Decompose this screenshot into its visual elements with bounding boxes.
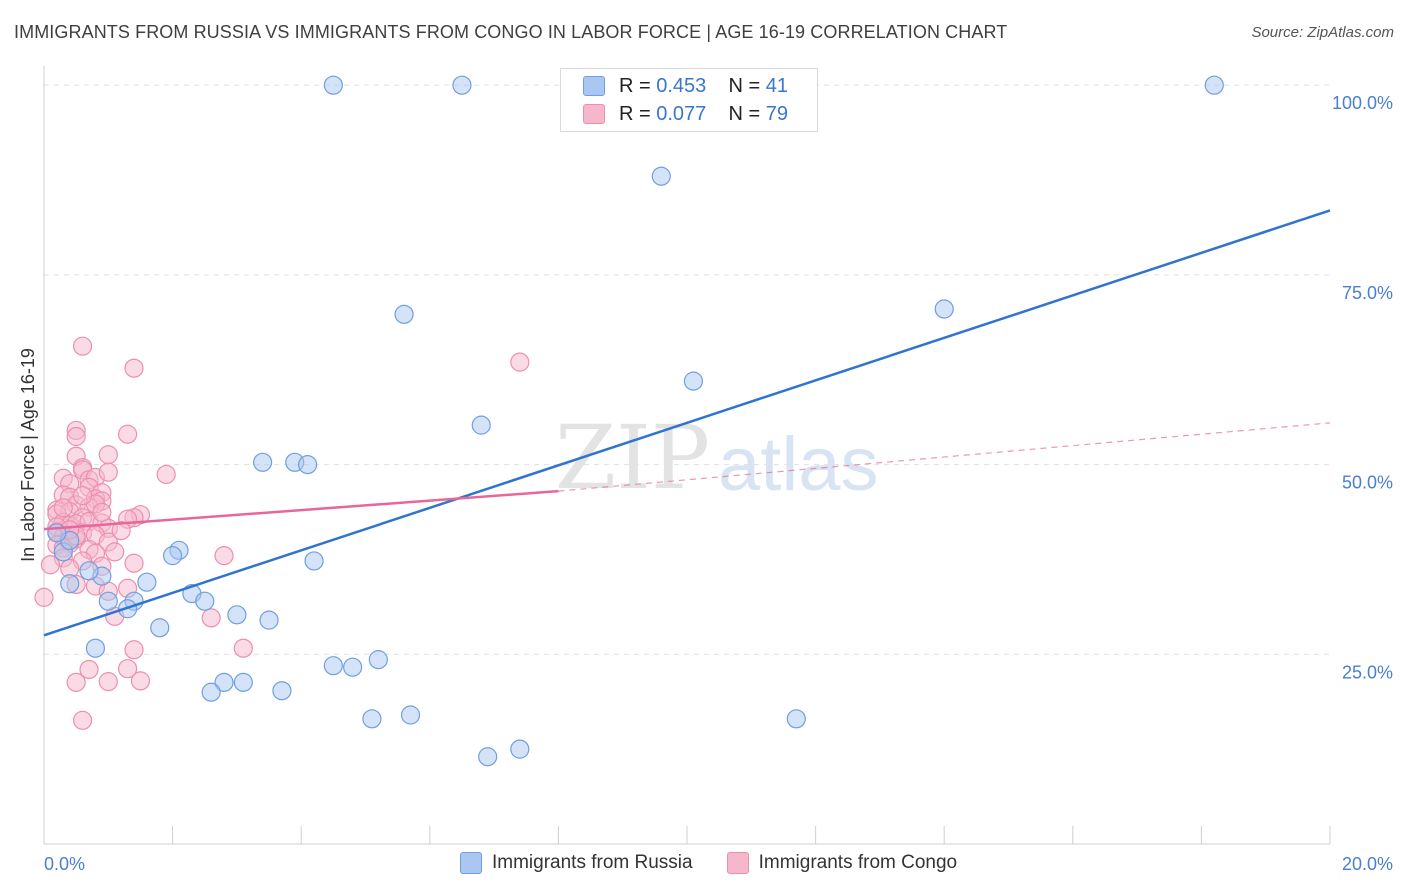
congo-point [72, 336, 93, 356]
congo-point [66, 672, 86, 692]
congo-point [98, 445, 118, 465]
legend-swatch-russia [583, 76, 605, 96]
legend-r-label: R = [619, 102, 657, 125]
congo-point [130, 671, 151, 691]
legend-r-label: R = [619, 74, 657, 97]
congo-trend-extension [558, 422, 1331, 492]
x-tick-labels: 0.0% 20.0% [44, 854, 1393, 874]
source-label: Source: ZipAtlas.com [1251, 24, 1394, 41]
congo-point [111, 521, 131, 541]
russia-point [400, 705, 421, 725]
congo-point [34, 587, 54, 607]
russia-point [272, 681, 292, 701]
congo-point [117, 424, 138, 444]
russia-point [201, 682, 221, 702]
congo-point [98, 462, 118, 482]
russia-point [304, 551, 324, 571]
congo-point [124, 640, 144, 660]
y-axis-label: In Labor Force | Age 16-19 [18, 348, 38, 562]
congo-point [214, 546, 234, 566]
russia-point [150, 618, 170, 638]
bottom-legend-label-russia: Immigrants from Russia [492, 852, 693, 873]
y-tick-label: 50.0% [1342, 473, 1393, 493]
russia-trend-line [43, 209, 1331, 637]
watermark: ZIP atlas [555, 406, 879, 509]
congo-point [92, 502, 112, 522]
legend-n-label: N = [728, 102, 766, 125]
congo-point [117, 659, 138, 679]
bottom-legend-label-congo: Immigrants from Congo [758, 852, 958, 873]
y-tick-labels: 25.0% 50.0% 75.0% 100.0% [1332, 93, 1393, 682]
congo-point [72, 710, 93, 730]
congo-point [79, 659, 99, 680]
russia-point [510, 739, 530, 759]
congo-trend-line [43, 489, 559, 531]
legend-r-value-congo: 0.077 [656, 102, 707, 125]
congo-point [156, 464, 176, 485]
congo-point [53, 498, 73, 518]
bottom-legend-swatch-russia [460, 852, 482, 874]
series-congo-points [34, 336, 530, 730]
russia-point [60, 574, 80, 594]
y-tick-label: 25.0% [1342, 662, 1393, 682]
russia-point [683, 371, 704, 391]
russia-point [452, 75, 472, 95]
chart-title: IMMIGRANTS FROM RUSSIA VS IMMIGRANTS FRO… [14, 22, 1008, 42]
russia-point [323, 75, 343, 95]
y-tick-label: 75.0% [1342, 283, 1393, 303]
russia-point [786, 709, 806, 729]
russia-point [368, 650, 388, 670]
russia-point [253, 452, 273, 472]
russia-point [233, 672, 253, 692]
legend-n-value-russia: 41 [765, 74, 789, 97]
russia-point [137, 572, 157, 592]
russia-point [343, 657, 363, 677]
russia-point [1204, 75, 1224, 95]
congo-point [510, 352, 530, 372]
russia-point [98, 591, 118, 611]
russia-point [394, 304, 414, 324]
bottom-legend: Immigrants from Russia Immigrants from C… [460, 852, 957, 874]
russia-point [227, 605, 247, 625]
legend-n-label: N = [728, 74, 766, 97]
congo-point [201, 608, 221, 628]
congo-point [233, 638, 253, 658]
congo-point [40, 555, 61, 575]
x-tick-label-min: 0.0% [44, 854, 85, 874]
russia-point [79, 561, 99, 581]
russia-point [478, 747, 498, 767]
russia-point [323, 656, 343, 676]
legend-n-value-congo: 79 [765, 102, 789, 125]
russia-point [85, 638, 106, 658]
axes [43, 66, 1331, 845]
legend: R = 0.453 N = 41 R = 0.077 N = 79 [560, 68, 818, 132]
watermark-atlas: atlas [718, 422, 879, 507]
russia-point [651, 166, 671, 186]
congo-point [98, 672, 118, 692]
congo-point [124, 553, 144, 573]
russia-point [259, 610, 279, 630]
russia-point [471, 415, 491, 435]
congo-point [105, 542, 125, 562]
russia-point [163, 546, 183, 566]
congo-point [66, 426, 86, 447]
trend-lines [43, 209, 1331, 637]
russia-point [214, 672, 234, 692]
congo-point [72, 486, 93, 506]
y-tick-label: 100.0% [1332, 93, 1393, 113]
congo-point [124, 358, 144, 378]
x-tick-label-max: 20.0% [1342, 854, 1393, 874]
bottom-legend-swatch-congo [726, 852, 749, 874]
russia-point [195, 591, 215, 611]
grid-lines [44, 84, 1330, 655]
legend-swatch-congo [583, 104, 605, 124]
russia-point [362, 709, 382, 729]
russia-point [298, 454, 318, 475]
legend-r-value-russia: 0.453 [656, 74, 707, 97]
russia-point [934, 299, 954, 319]
